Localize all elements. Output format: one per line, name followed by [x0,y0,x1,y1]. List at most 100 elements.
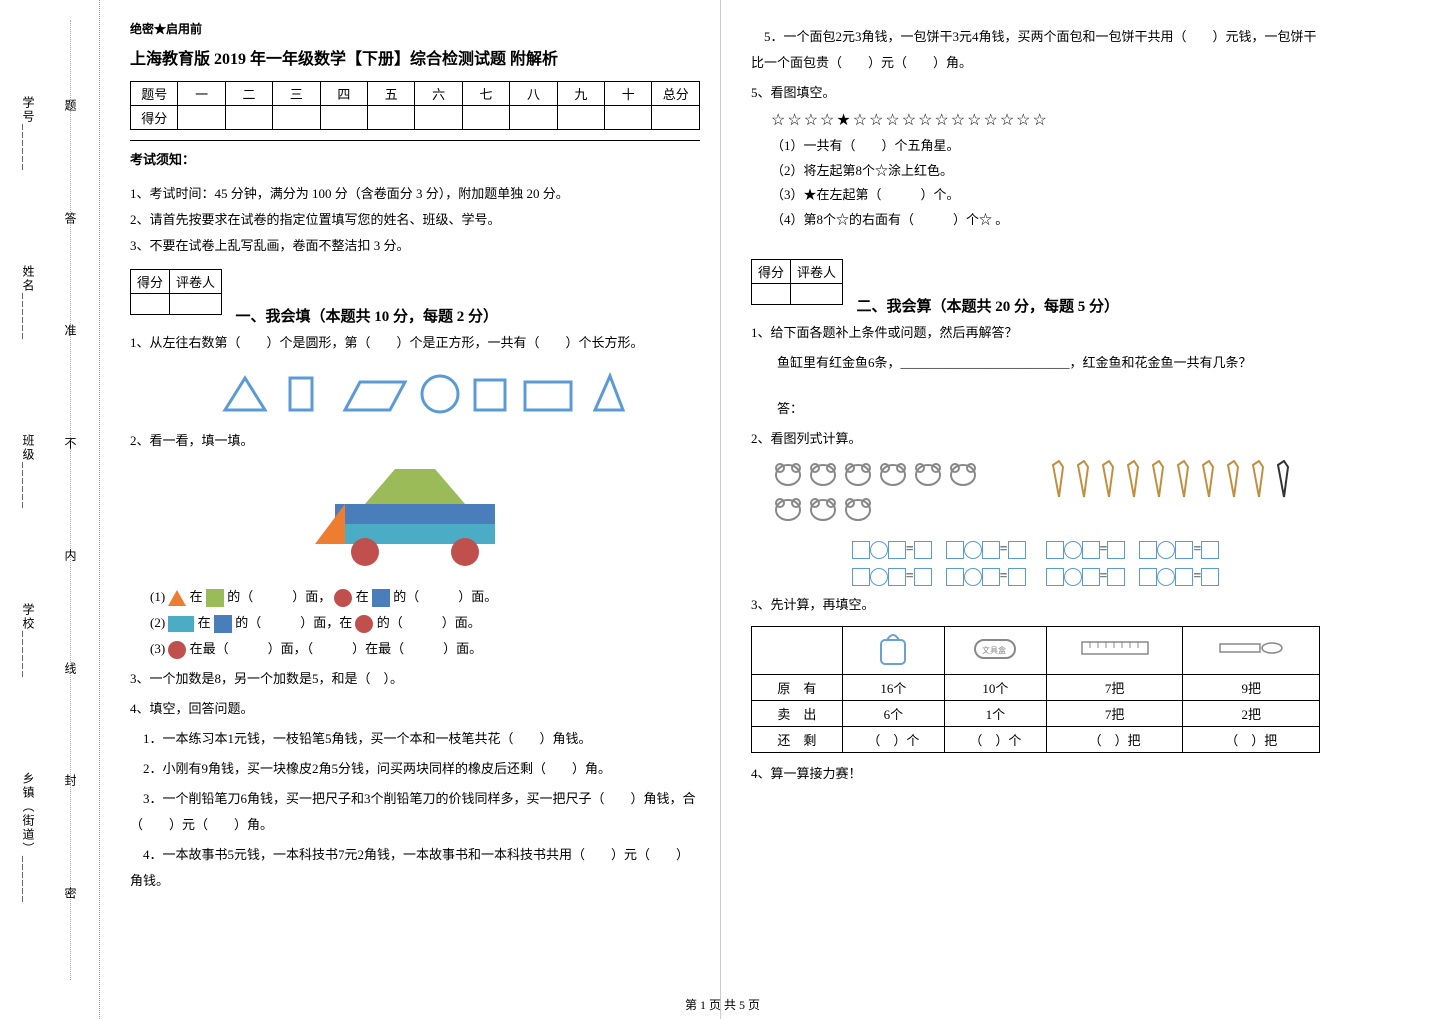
orange-triangle-icon [168,590,186,606]
carrot-icon [1178,461,1188,497]
q2-2: 2、看图列式计算。 [751,426,1320,452]
content-area: 绝密★启用前 上海教育版 2019 年一年级数学【下册】综合检测试题 附解析 题… [100,0,1445,1019]
cyan-rect-icon [168,616,194,632]
equation-row-2: = = = = [751,565,1320,586]
cell: 6个 [842,700,944,726]
mouse-icon [776,499,800,520]
section-2-title: 二、我会算（本题共 20 分，每题 5 分） [857,295,1120,316]
carrot-icon [1153,461,1163,497]
grader-name-label: 评卷人 [170,270,222,294]
cell[interactable]: （ ）把 [1183,726,1320,752]
exam-notice: 考试须知： 1、考试时间：45 分钟，满分为 100 分（含卷面分 3 分），附… [130,140,700,259]
student-info-fields: 乡镇（街道）______ 学校______ 班级______ 姓名______ … [20,50,37,950]
score-cell[interactable] [368,106,415,130]
notice-item: 2、请首先按要求在试卷的指定位置填写您的姓名、班级、学号。 [130,207,700,233]
grader-score-label: 得分 [131,270,170,294]
q1-4-4: 4．一本故事书5元钱，一本科技书7元2角钱，一本故事书和一本科技书共用（ ）元（… [130,842,700,894]
pos-line-3: (3) 在最（ ）面，（ ）在最（ ）面。 [150,636,700,662]
car-front-icon [315,504,345,544]
seal-char: 线 [62,662,79,676]
grader-name-cell[interactable] [791,283,843,304]
cell[interactable]: （ ）个 [944,726,1046,752]
cell[interactable]: （ ）个 [842,726,944,752]
seal-char: 不 [62,437,79,451]
mouse-icon [811,464,835,485]
carrot-icon [1128,461,1138,497]
carrot-icon [1253,461,1263,497]
col-8: 八 [510,82,557,106]
ruler-icon [1080,636,1150,660]
exam-title: 上海教育版 2019 年一年级数学【下册】综合检测试题 附解析 [130,45,700,69]
field-school: 学校______ [20,603,37,679]
field-township: 乡镇（街道）______ [20,772,37,904]
q1-1: 1、从左往右数第（ ）个是圆形，第（ ）个是正方形，一共有（ ）个长方形。 [130,330,700,356]
mouse-icon [776,464,800,485]
rectangle-icon [525,382,571,410]
green-square-icon [206,589,224,607]
equation-template: = = [852,565,1026,586]
text: 在 [190,589,203,604]
page-footer: 第 1 页 共 5 页 [0,996,1445,1013]
grader-box-2: 得分评卷人 [751,259,843,305]
score-cell[interactable] [415,106,462,130]
grader-box: 得分评卷人 [130,269,222,315]
pencilcase-icon-cell: 文具盒 [944,626,1046,674]
field-name: 姓名______ [20,265,37,341]
row-label: 得分 [131,106,178,130]
pos-line-1: (1) 在 的（ ）面， 在 的（ ）面。 [150,584,700,610]
score-cell[interactable] [652,106,700,130]
red-circle-icon [355,615,373,633]
left-column: 绝密★启用前 上海教育版 2019 年一年级数学【下册】综合检测试题 附解析 题… [100,0,720,1019]
notice-item: 1、考试时间：45 分钟，满分为 100 分（含卷面分 3 分），附加题单独 2… [130,181,700,207]
section-1-title: 一、我会填（本题共 10 分，每题 2 分） [236,305,499,326]
text: (3) [150,641,168,656]
q2-1-line: 鱼缸里有红金鱼6条，__________________________，红金鱼… [751,350,1320,376]
q1-4-5: 5．一个面包2元3角钱，一包饼干3元4角钱，买两个面包和一包饼干共用（ ）元钱，… [751,24,1320,76]
carrot-icon [1203,461,1213,497]
grader-score-cell[interactable] [752,283,791,304]
notice-heading: 考试须知： [130,140,700,173]
col-5: 五 [368,82,415,106]
seal-char: 答 [62,212,79,226]
field-class: 班级______ [20,434,37,510]
mouse-icon [846,499,870,520]
mouse-icon [846,464,870,485]
shapes-figure [130,370,700,414]
score-table: 题号 一 二 三 四 五 六 七 八 九 十 总分 得分 [130,81,700,130]
right-column: 5．一个面包2元3角钱，一包饼干3元4角钱，买两个面包和一包饼干共用（ ）元钱，… [720,0,1340,1019]
row-sold: 卖 出 [752,700,843,726]
score-cell[interactable] [557,106,604,130]
car-upper-icon [335,504,495,524]
row-left: 还 剩 [752,726,843,752]
equation-template: = = [852,538,1026,559]
score-cell[interactable] [510,106,557,130]
score-cell[interactable] [225,106,272,130]
confidential-label: 绝密★启用前 [130,20,700,37]
seal-char: 封 [62,774,79,788]
mouse-icon [811,499,835,520]
seal-char: 密 [62,887,79,901]
q1-3: 3、一个加数是8，另一个加数是5，和是（ ）。 [130,666,700,692]
q2-1-answer: 答： [751,396,1320,422]
exam-page: 乡镇（街道）______ 学校______ 班级______ 姓名______ … [0,0,1445,1019]
grader-name-cell[interactable] [170,294,222,315]
car-figure [305,464,525,574]
q2-3: 3、先计算，再填空。 [751,592,1320,618]
score-cell[interactable] [462,106,509,130]
col-2: 二 [225,82,272,106]
col-label: 题号 [131,82,178,106]
knife-icon-cell [1183,626,1320,674]
cell: 16个 [842,674,944,700]
grader-score-cell[interactable] [131,294,170,315]
parallelogram-icon [345,382,405,410]
score-cell[interactable] [273,106,320,130]
score-cell[interactable] [320,106,367,130]
q2-4: 4、算一算接力赛！ [751,761,1320,787]
carrots-figure [1043,460,1303,510]
binding-margin: 乡镇（街道）______ 学校______ 班级______ 姓名______ … [0,0,100,1019]
score-value-row: 得分 [131,106,700,130]
score-cell[interactable] [178,106,225,130]
cell[interactable]: （ ）把 [1046,726,1183,752]
score-cell[interactable] [605,106,652,130]
col-4: 四 [320,82,367,106]
